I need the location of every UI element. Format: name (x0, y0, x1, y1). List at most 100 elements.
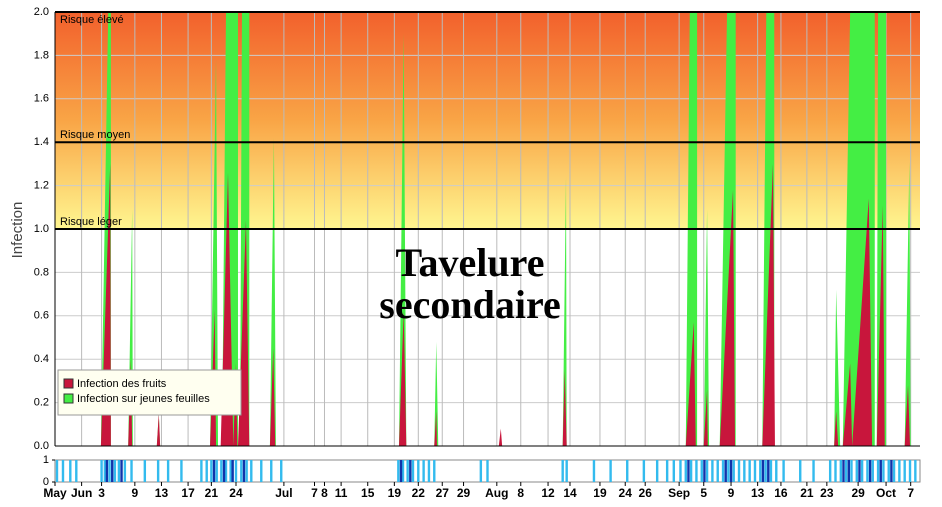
x-tick-label: 16 (774, 486, 788, 500)
wetness-bar (245, 460, 248, 482)
wetness-bar (866, 460, 869, 482)
y-tick-label: 0 (43, 476, 49, 488)
x-tick-label: 12 (541, 486, 555, 500)
wetness-bar (858, 460, 861, 482)
y-axis-label: Infection (9, 202, 26, 259)
wetness-bar (672, 460, 676, 482)
threshold-label: Risque élevé (60, 14, 124, 26)
x-tick-label: 13 (155, 486, 169, 500)
wetness-bar (260, 460, 263, 482)
wetness-bar (687, 460, 690, 482)
wetness-bar (908, 460, 912, 482)
y-tick-label: 0.0 (34, 440, 49, 452)
y-tick-label: 1.6 (34, 93, 49, 105)
wetness-bar (399, 460, 403, 482)
x-tick-label: 24 (619, 486, 633, 500)
wetness-bar (842, 460, 845, 482)
wetness-bar (748, 460, 751, 482)
wetness-bar (711, 460, 714, 482)
wetness-bar (703, 460, 706, 482)
wetness-bar (724, 460, 727, 482)
wetness-bar (231, 460, 234, 482)
wetness-bar (486, 460, 489, 482)
y-tick-label: 1.0 (34, 223, 49, 235)
x-tick-label: 3 (98, 486, 105, 500)
x-tick-label: 19 (593, 486, 607, 500)
wetness-bar (705, 460, 709, 482)
chart-title: Tavelure secondaire (379, 240, 561, 327)
x-tick-label: 9 (132, 486, 139, 500)
x-tick-label: 26 (639, 486, 653, 500)
wetness-bar (753, 460, 757, 482)
wetness-bar (433, 460, 436, 482)
legend-swatch (63, 393, 74, 404)
wetness-bar (75, 460, 78, 482)
wetness-bar (855, 460, 858, 482)
legend: Infection des fruits Infection sur jeunes… (57, 369, 242, 416)
wetness-bar (665, 460, 669, 482)
wetness-bar (850, 460, 853, 482)
x-tick-label: 17 (181, 486, 195, 500)
x-tick-label: 13 (751, 486, 765, 500)
wetness-bar (55, 460, 59, 482)
x-tick-label: Jul (275, 486, 292, 500)
wetness-bar (210, 460, 213, 482)
wetness-bar (695, 460, 698, 482)
wetness-bar (242, 460, 246, 482)
x-tick-label: 15 (361, 486, 375, 500)
wetness-bar (103, 460, 107, 482)
y-tick-label: 0.8 (34, 266, 49, 278)
wetness-bar (120, 460, 123, 482)
wetness-bar (113, 460, 117, 482)
wetness-bar (280, 460, 283, 482)
wetness-bar (764, 460, 767, 482)
wetness-bar (609, 460, 612, 482)
wetness-bar (727, 460, 730, 482)
wetness-bar (775, 460, 778, 482)
y-tick-label: 1.2 (34, 180, 49, 192)
wetness-bar (180, 460, 183, 482)
x-tick-label: 27 (436, 486, 450, 500)
legend-box (57, 369, 242, 416)
wetness-bar (914, 460, 917, 482)
wetness-bar (111, 460, 114, 482)
x-tick-label: 24 (229, 486, 243, 500)
wetness-bar (270, 460, 273, 482)
x-tick-label: 29 (457, 486, 471, 500)
wetness-bar (205, 460, 208, 482)
wetness-bar (224, 460, 228, 482)
x-tick-label: Aug (485, 486, 508, 500)
wetness-bar (812, 460, 815, 482)
wetness-bar (215, 460, 218, 482)
y-tick-label: 1.4 (34, 136, 49, 148)
y-tick-label: 1.8 (34, 49, 49, 61)
wetness-bar (844, 460, 848, 482)
wetness-bar (716, 460, 719, 482)
y-tick-label: 2.0 (34, 6, 49, 18)
wetness-bar (732, 460, 735, 482)
wetness-bar (250, 460, 253, 482)
wetness-bar (847, 460, 851, 482)
wetness-bar (234, 460, 238, 482)
x-tick-label: Sep (668, 486, 690, 500)
wetness-bar (212, 460, 216, 482)
wetness-bar (799, 460, 802, 482)
x-tick-label: 21 (800, 486, 814, 500)
wetness-bar (479, 460, 483, 482)
y-tick-label: 0.4 (34, 353, 49, 365)
wetness-bar (782, 460, 785, 482)
wetness-bar (721, 460, 725, 482)
wetness-bar (561, 460, 564, 482)
x-tick-label: 23 (820, 486, 834, 500)
wetness-bar (642, 460, 646, 482)
wetness-bar (108, 460, 111, 482)
wetness-bar (743, 460, 746, 482)
wetness-bar (887, 460, 890, 482)
wetness-bar (700, 460, 703, 482)
x-tick-label: 14 (563, 486, 577, 500)
wetness-bar (839, 460, 843, 482)
wetness-bar (882, 460, 885, 482)
x-tick-label: 7 (907, 486, 914, 500)
wetness-bar (143, 460, 147, 482)
